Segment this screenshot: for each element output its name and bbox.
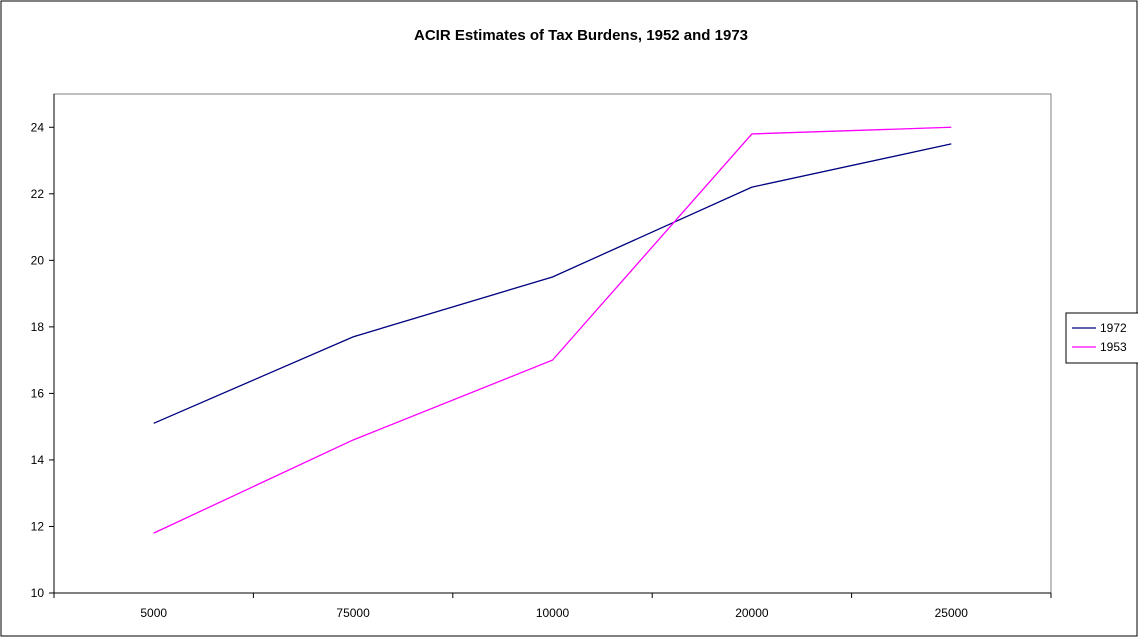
y-tick-label: 18 [31, 320, 45, 334]
x-tick-label: 10000 [536, 606, 570, 620]
y-tick-label: 12 [31, 519, 45, 533]
series-lines [153, 126, 952, 534]
series-line-1953 [153, 126, 952, 534]
x-tick-label: 75000 [336, 606, 370, 620]
x-tick-label: 20000 [735, 606, 769, 620]
y-tick-label: 14 [31, 453, 45, 467]
y-tick-label: 16 [31, 386, 45, 400]
x-tick-label: 25000 [935, 606, 969, 620]
x-tick-label: 5000 [140, 606, 167, 620]
axes: 10 12 14 16 18 20 22 24 5000 75000 10000 20000 25000 [31, 94, 1052, 620]
y-tick-label: 20 [31, 253, 45, 267]
y-tick-label: 24 [31, 120, 45, 134]
y-tick-label: 10 [31, 586, 45, 600]
legend: 1972 1953 [1065, 312, 1138, 364]
y-tick-label: 22 [31, 187, 45, 201]
series-line-1972 [153, 143, 952, 424]
legend-label-1972: 1972 [1100, 321, 1127, 335]
chart-title: ACIR Estimates of Tax Burdens, 1952 and … [414, 27, 748, 44]
plot-area [53, 93, 1052, 594]
legend-label-1953: 1953 [1100, 340, 1127, 354]
legend-box [1065, 312, 1138, 364]
